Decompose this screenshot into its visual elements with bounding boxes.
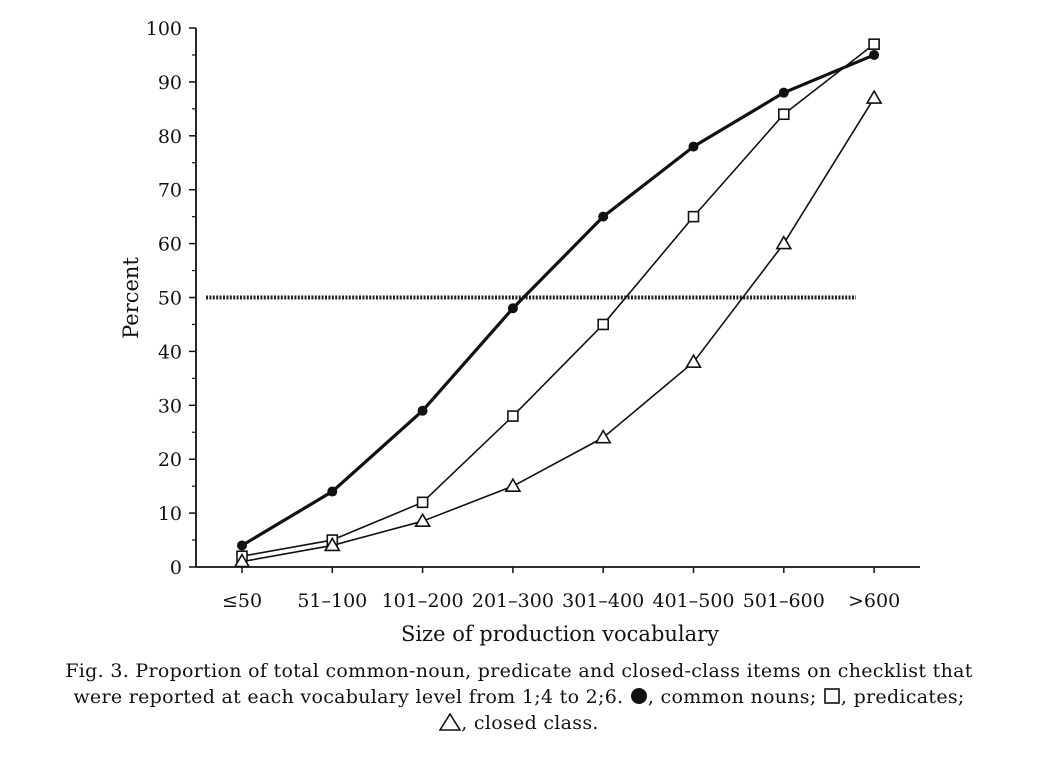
x-tick-label: 201–300	[472, 590, 554, 612]
figure-caption: Fig. 3. Proportion of total common-noun,…	[0, 658, 1038, 736]
series-predicates	[236, 38, 880, 563]
x-tick-label: 51–100	[297, 590, 367, 612]
caption-nouns-label: , common nouns;	[647, 686, 817, 708]
data-point	[417, 405, 428, 416]
data-point	[507, 410, 519, 422]
data-point	[778, 87, 789, 98]
series-common-nouns	[237, 49, 880, 551]
filled-circle-icon	[630, 688, 647, 704]
data-point	[598, 211, 609, 222]
y-tick-label: 80	[158, 126, 182, 148]
caption-closed-label: , closed class.	[461, 712, 599, 734]
y-tick-label: 50	[158, 288, 182, 310]
x-tick-label: 501–600	[743, 590, 825, 612]
data-point	[594, 429, 612, 444]
y-tick-label: 30	[158, 395, 182, 417]
x-tick-label: 301–400	[562, 590, 644, 612]
series-line	[241, 97, 875, 563]
x-tick-label: ≤50	[222, 590, 262, 612]
y-tick-label: 20	[158, 449, 182, 471]
y-tick-label: 70	[158, 180, 182, 202]
data-point	[597, 318, 610, 331]
y-axis-label: Percent	[119, 257, 143, 339]
data-point	[237, 540, 247, 551]
caption-line-3: , closed class.	[0, 710, 1038, 736]
y-tick-label: 100	[146, 18, 182, 40]
x-tick-label: 401–500	[652, 590, 734, 612]
series-line	[241, 53, 875, 547]
series-layer	[233, 38, 883, 568]
data-point	[688, 141, 699, 152]
caption-line-2-prefix: were reported at each vocabulary level f…	[73, 686, 624, 708]
data-point	[327, 486, 338, 497]
x-axis-label: Size of production vocabulary	[401, 622, 719, 646]
y-tick-label: 0	[170, 557, 182, 579]
x-tick-label: 101–200	[382, 590, 464, 612]
y-tick-label: 60	[158, 234, 182, 256]
data-point	[323, 536, 341, 552]
y-tick-label: 90	[158, 72, 182, 94]
data-point	[868, 38, 880, 50]
series-closed-class	[233, 89, 883, 568]
x-tick-label: >600	[848, 590, 900, 612]
open-square-icon	[824, 688, 840, 704]
data-point	[685, 353, 702, 368]
data-point	[507, 303, 518, 314]
data-point	[869, 49, 880, 60]
caption-line-1: Fig. 3. Proportion of total common-noun,…	[65, 660, 973, 682]
data-point	[865, 89, 883, 104]
data-point	[416, 496, 429, 509]
series-line	[241, 43, 875, 558]
data-point	[233, 553, 251, 568]
data-point	[775, 235, 793, 250]
caption-predicates-label: , predicates;	[840, 686, 965, 708]
data-point	[687, 210, 700, 223]
open-triangle-icon	[438, 712, 462, 731]
data-point	[504, 477, 522, 492]
y-tick-label: 40	[158, 341, 182, 363]
line-chart: 0 10 20 30 40 50 60 70 80 90 100 ≤50 51–100 101–200 20…	[119, 18, 920, 646]
axes: 0 10 20 30 40 50 60 70 80 90 100 ≤50 51–100 101–200 20…	[146, 18, 920, 612]
caption-line-2: were reported at each vocabulary level f…	[0, 684, 1038, 710]
data-point	[777, 108, 790, 121]
y-tick-label: 10	[158, 503, 182, 525]
data-point	[414, 512, 431, 527]
